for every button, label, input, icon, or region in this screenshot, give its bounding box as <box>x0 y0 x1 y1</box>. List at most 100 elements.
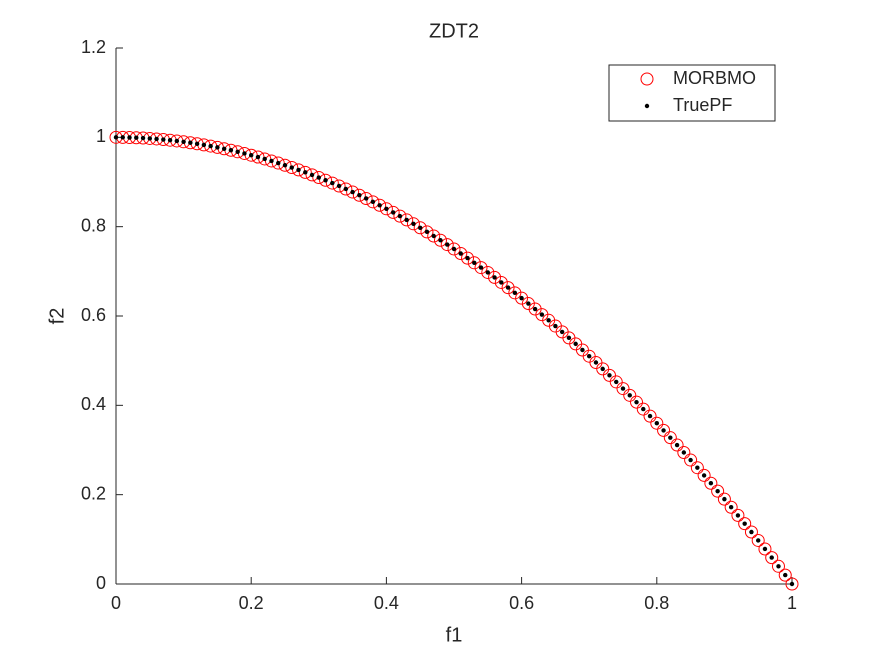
point <box>386 205 400 219</box>
point <box>742 521 747 526</box>
point <box>587 354 592 359</box>
point <box>501 281 515 295</box>
point <box>695 465 700 470</box>
point <box>319 173 333 187</box>
point <box>357 193 362 198</box>
point <box>271 156 285 170</box>
point <box>684 453 698 467</box>
point <box>769 555 774 560</box>
point <box>194 141 200 146</box>
point <box>600 366 605 372</box>
point <box>519 295 524 301</box>
point <box>228 148 234 153</box>
point <box>785 577 799 591</box>
point <box>758 542 772 556</box>
point <box>352 188 366 202</box>
point <box>789 581 795 587</box>
point <box>566 335 572 341</box>
point <box>677 446 691 460</box>
point <box>134 135 139 140</box>
point <box>762 546 768 552</box>
point <box>298 165 312 179</box>
point <box>602 368 616 382</box>
point <box>278 158 292 172</box>
y-tick-label: 0.4 <box>81 394 106 414</box>
point <box>413 221 427 235</box>
point <box>627 393 632 398</box>
point <box>593 360 599 365</box>
point <box>697 468 711 482</box>
point <box>641 406 646 412</box>
point <box>634 399 639 405</box>
point <box>325 176 339 190</box>
point <box>515 291 529 305</box>
point <box>316 175 321 180</box>
point <box>553 323 558 329</box>
point <box>751 533 765 547</box>
point <box>744 525 758 539</box>
x-tick-label: 0.2 <box>239 593 264 613</box>
point <box>377 203 382 208</box>
point <box>332 179 346 193</box>
point <box>404 217 409 223</box>
point <box>440 238 454 252</box>
point <box>373 198 387 212</box>
point <box>670 438 684 452</box>
point <box>478 265 484 270</box>
point <box>289 165 294 170</box>
point <box>390 210 396 215</box>
point <box>113 135 119 140</box>
y-tick-label: 1 <box>96 126 106 146</box>
point <box>255 154 261 160</box>
point <box>427 229 441 243</box>
y-tick-label: 0.6 <box>81 305 106 325</box>
point <box>140 135 146 141</box>
point <box>343 186 349 192</box>
point <box>609 375 623 389</box>
point <box>650 416 664 430</box>
point <box>438 238 443 243</box>
point <box>657 423 671 437</box>
point <box>724 500 738 514</box>
legend-label: MORBMO <box>673 68 756 88</box>
point <box>771 559 785 573</box>
y-axis-label: f2 <box>46 308 68 325</box>
point <box>668 435 673 440</box>
point <box>282 163 288 168</box>
point <box>235 149 240 155</box>
point <box>681 450 687 455</box>
point <box>323 178 328 183</box>
point <box>526 301 531 306</box>
y-tick-label: 0 <box>96 573 106 593</box>
point <box>559 329 565 335</box>
point <box>623 388 637 402</box>
point <box>292 163 306 177</box>
point <box>546 318 551 323</box>
point <box>715 488 720 494</box>
point <box>688 457 693 463</box>
point <box>305 168 319 182</box>
point <box>674 442 680 448</box>
point <box>406 217 420 231</box>
point <box>573 341 578 347</box>
point <box>418 225 423 230</box>
point <box>424 229 430 235</box>
point <box>607 373 612 378</box>
point <box>596 362 610 376</box>
point <box>488 270 502 284</box>
point <box>654 421 659 426</box>
point <box>127 135 132 140</box>
point <box>161 137 166 142</box>
point <box>350 189 355 195</box>
point <box>303 170 308 175</box>
x-tick-label: 0.8 <box>644 593 669 613</box>
point <box>433 233 447 247</box>
point <box>147 136 152 141</box>
x-tick-label: 0 <box>111 593 121 613</box>
point <box>221 146 227 151</box>
point <box>120 135 125 140</box>
point <box>366 195 380 209</box>
x-axis-label: f1 <box>446 624 463 646</box>
y-tick-label: 0.2 <box>81 483 106 503</box>
